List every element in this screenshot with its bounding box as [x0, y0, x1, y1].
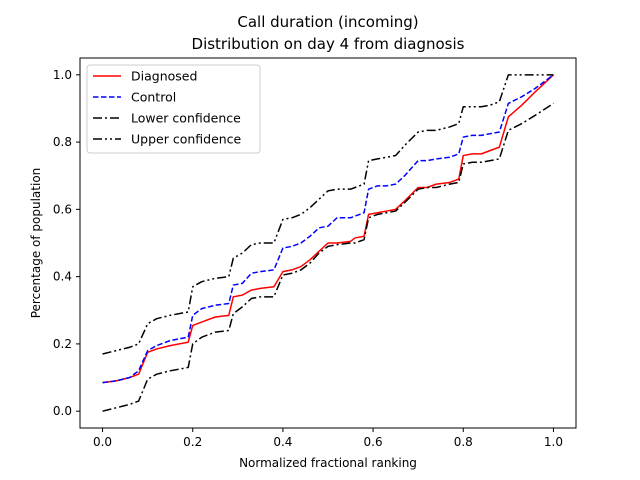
- x-tick-label: 0.2: [183, 435, 202, 449]
- y-axis: 0.0 0.2 0.4 0.6 0.8 1.0: [53, 68, 80, 418]
- x-tick-label: 0.6: [364, 435, 383, 449]
- x-tick-label: 1.0: [544, 435, 563, 449]
- x-axis: 0.0 0.2 0.4 0.6 0.8 1.0: [93, 428, 563, 449]
- y-tick-label: 0.8: [53, 135, 72, 149]
- series-line-1: [102, 74, 554, 384]
- chart-subtitle: Distribution on day 4 from diagnosis: [192, 35, 465, 53]
- plot-frame: [79, 57, 577, 429]
- plot-area: [79, 57, 577, 429]
- legend-label-3: Lower confidence: [131, 111, 241, 126]
- y-tick-label: 1.0: [53, 68, 72, 82]
- legend-label-2: Control: [131, 90, 176, 105]
- legend-label-1: Diagnosed: [131, 69, 197, 84]
- series-line-2: [102, 74, 554, 384]
- chart-title: Call duration (incoming): [237, 13, 418, 31]
- y-tick-label: 0.2: [53, 337, 72, 351]
- legend: Diagnosed Control Lower confidence Upper co…: [86, 64, 261, 154]
- x-tick-label: 0.4: [273, 435, 292, 449]
- y-tick-label: 0.4: [53, 270, 72, 284]
- series-line-4: [102, 74, 554, 355]
- legend-box: [86, 64, 261, 154]
- x-axis-label: Normalized fractional ranking: [239, 456, 417, 470]
- y-tick-label: 0.0: [53, 404, 72, 418]
- x-tick-label: 0.8: [454, 435, 473, 449]
- y-tick-label: 0.6: [53, 202, 72, 216]
- series-line-3: [102, 102, 554, 412]
- series-layer: [102, 74, 554, 412]
- y-axis-label: Percentage of population: [29, 168, 43, 319]
- x-tick-label: 0.0: [93, 435, 112, 449]
- legend-label-4: Upper confidence: [131, 132, 242, 147]
